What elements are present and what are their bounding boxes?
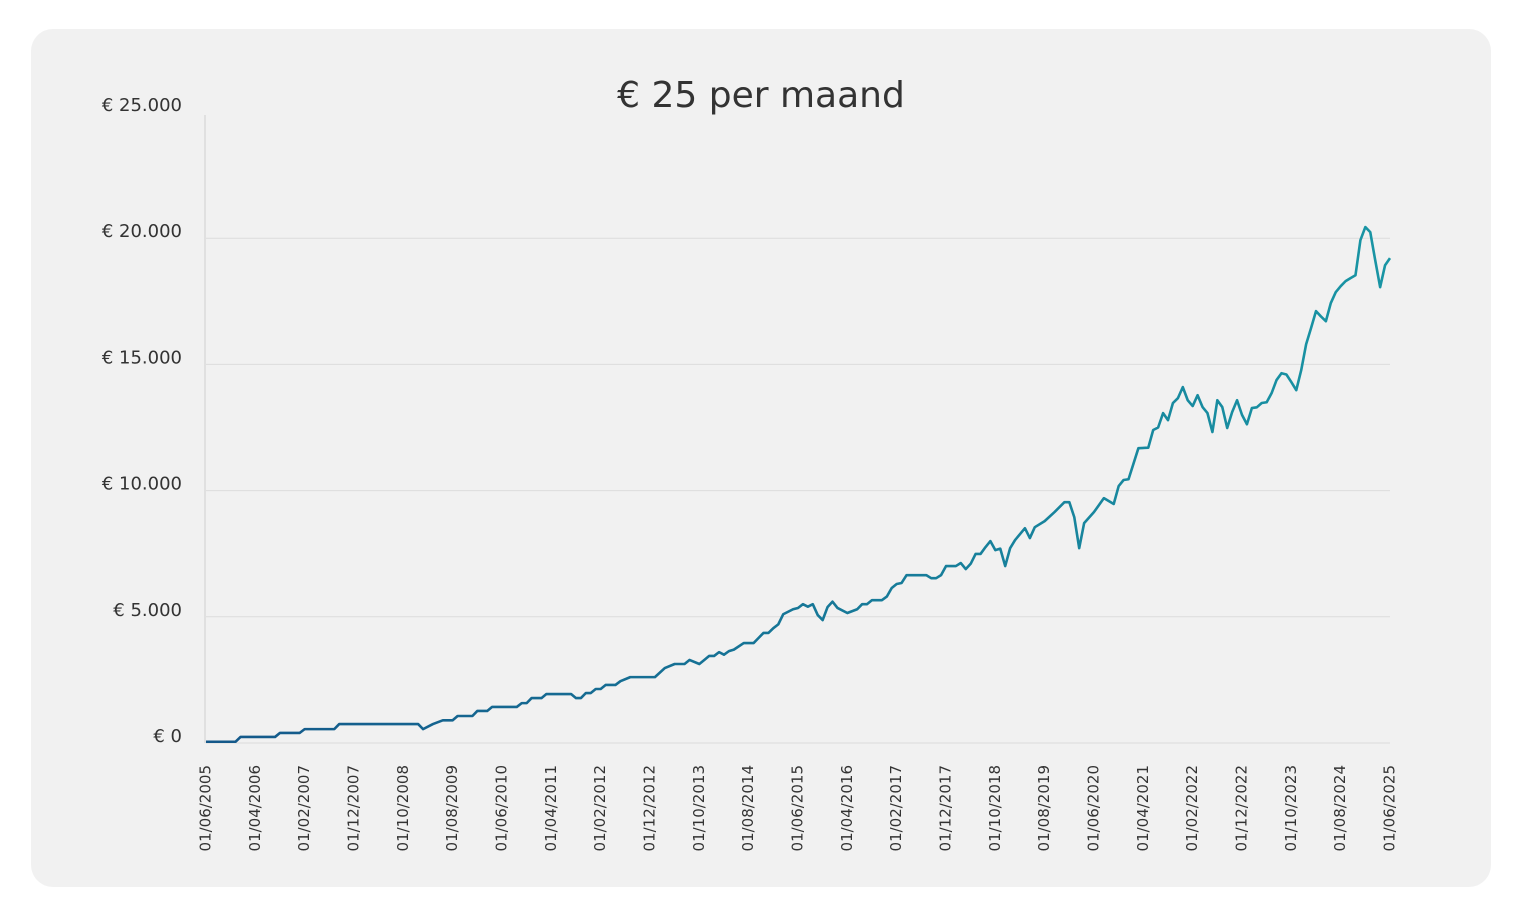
y-tick-label: € 0 bbox=[153, 726, 182, 747]
x-tick-label: 01/04/2016 bbox=[838, 765, 856, 851]
x-tick-label: 01/04/2006 bbox=[246, 765, 264, 851]
x-tick-label: 01/10/2023 bbox=[1282, 765, 1300, 851]
x-tick-label: 01/04/2011 bbox=[542, 765, 560, 851]
x-tick-label: 01/08/2009 bbox=[443, 765, 461, 851]
x-tick-label: 01/06/2020 bbox=[1085, 765, 1103, 851]
x-tick-label: 01/02/2012 bbox=[591, 765, 609, 851]
chart-title: € 25 per maand bbox=[617, 75, 905, 116]
y-tick-label: € 5.000 bbox=[113, 600, 182, 621]
x-tick-label: 01/10/2018 bbox=[986, 765, 1004, 851]
x-tick-label: 01/10/2008 bbox=[394, 765, 412, 851]
y-tick-label: € 20.000 bbox=[102, 221, 182, 242]
x-tick-label: 01/02/2007 bbox=[295, 765, 313, 851]
x-tick-label: 01/02/2022 bbox=[1183, 765, 1201, 851]
data-line bbox=[206, 225, 1392, 744]
x-tick-label: 01/04/2021 bbox=[1134, 765, 1152, 851]
x-tick-label: 01/12/2007 bbox=[345, 765, 363, 851]
x-tick-label: 01/08/2014 bbox=[739, 765, 757, 851]
x-tick-label: 01/12/2017 bbox=[937, 765, 955, 851]
y-tick-label: € 25.000 bbox=[102, 95, 182, 116]
x-tick-label: 01/08/2019 bbox=[1035, 765, 1053, 851]
x-tick-label: 01/06/2015 bbox=[789, 765, 807, 851]
x-tick-label: 01/06/2010 bbox=[493, 765, 511, 851]
x-tick-label: 01/02/2017 bbox=[887, 765, 905, 851]
x-tick-label: 01/06/2005 bbox=[197, 765, 215, 851]
y-tick-label: € 15.000 bbox=[102, 347, 182, 368]
x-tick-label: 01/06/2025 bbox=[1381, 765, 1399, 851]
card bbox=[31, 29, 1491, 887]
x-tick-label: 01/08/2024 bbox=[1331, 765, 1349, 851]
x-tick-label: 01/12/2022 bbox=[1233, 765, 1251, 851]
y-tick-label: € 10.000 bbox=[102, 474, 182, 495]
x-tick-label: 01/12/2012 bbox=[641, 765, 659, 851]
x-tick-label: 01/10/2013 bbox=[690, 765, 708, 851]
